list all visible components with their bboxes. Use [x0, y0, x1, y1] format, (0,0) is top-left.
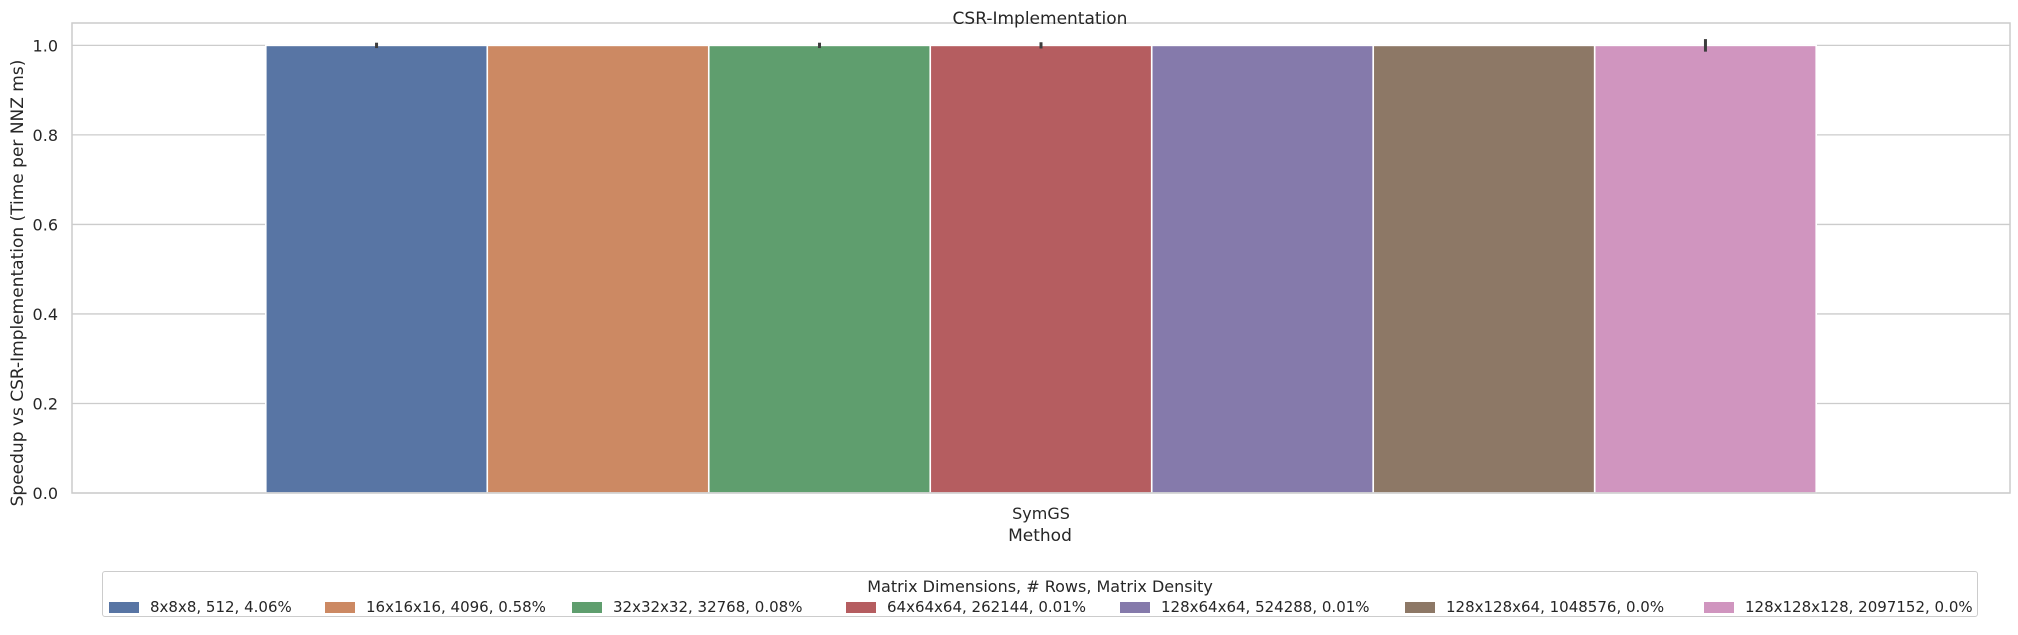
legend-item: 128x128x128, 2097152, 0.0%	[1704, 598, 1973, 616]
bar	[1150, 44, 1375, 494]
plot-frame	[71, 22, 2011, 494]
y-tick-label: 0.8	[33, 126, 58, 145]
bars	[264, 44, 1817, 494]
bar	[1593, 44, 1817, 494]
x-axis-label: Method	[1008, 526, 1072, 546]
legend-item: 64x64x64, 262144, 0.01%	[846, 598, 1086, 616]
legend-swatch	[109, 601, 139, 613]
legend-item: 128x128x64, 1048576, 0.0%	[1405, 598, 1664, 616]
legend-label: 128x64x64, 524288, 0.01%	[1161, 598, 1370, 616]
legend-swatch	[572, 601, 602, 613]
legend-item: 8x8x8, 512, 4.06%	[109, 598, 292, 616]
legend-swatch	[325, 601, 355, 613]
bar	[1372, 44, 1596, 494]
legend-items: 8x8x8, 512, 4.06% 16x16x16, 4096, 0.58% 32…	[103, 598, 1977, 616]
legend-label: 128x128x128, 2097152, 0.0%	[1745, 598, 1973, 616]
bar	[929, 44, 1153, 494]
legend-swatch	[1120, 601, 1150, 613]
bar	[707, 44, 932, 494]
legend-label: 32x32x32, 32768, 0.08%	[613, 598, 803, 616]
legend-label: 64x64x64, 262144, 0.01%	[887, 598, 1086, 616]
bar	[486, 44, 710, 494]
chart-title: CSR-Implementation	[953, 9, 1128, 29]
legend: Matrix Dimensions, # Rows, Matrix Densit…	[102, 571, 1978, 617]
y-tick-label: 0.2	[33, 394, 58, 413]
x-tick-label: SymGS	[1012, 504, 1070, 523]
y-tick-label: 1.0	[33, 36, 58, 55]
legend-label: 8x8x8, 512, 4.06%	[150, 598, 292, 616]
x-tick-labels: SymGS	[1012, 504, 1070, 523]
error-bars	[375, 39, 1707, 52]
legend-label: 128x128x64, 1048576, 0.0%	[1446, 598, 1665, 616]
y-tick-label: 0.0	[33, 484, 58, 503]
legend-item: 16x16x16, 4096, 0.58%	[325, 598, 546, 616]
legend-item: 32x32x32, 32768, 0.08%	[572, 598, 802, 616]
bar	[264, 44, 489, 494]
legend-title: Matrix Dimensions, # Rows, Matrix Densit…	[867, 577, 1213, 596]
y-axis-label: Speedup vs CSR-Implementation (Time per …	[8, 60, 28, 507]
y-tick-labels: 0.0 0.2 0.4 0.6 0.8 1.0	[33, 36, 58, 503]
legend-item: 128x64x64, 524288, 0.01%	[1120, 598, 1370, 616]
y-tick-label: 0.4	[33, 305, 58, 324]
legend-swatch	[1704, 601, 1734, 613]
y-tick-label: 0.6	[33, 215, 58, 234]
legend-label: 16x16x16, 4096, 0.58%	[366, 598, 546, 616]
legend-swatch	[1405, 601, 1435, 613]
legend-swatch	[846, 601, 876, 613]
